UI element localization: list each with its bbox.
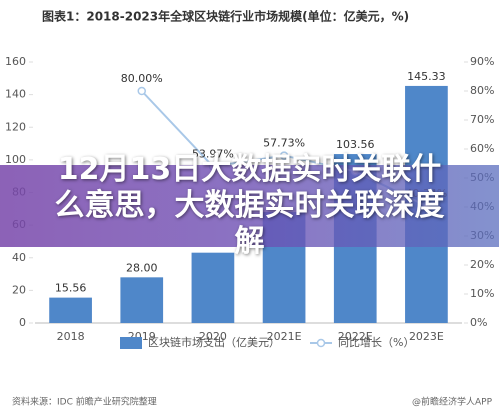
x-tick-label: 2018 xyxy=(57,330,85,343)
y2-tick-label: 60% xyxy=(470,142,494,155)
overlay-title: 12月13日大数据实时关联什么意思，大数据实时关联深度解 xyxy=(54,152,445,259)
y2-tick-label: 90% xyxy=(470,55,494,68)
y-tick-label: 160 xyxy=(5,55,26,68)
y-tick-label: 100 xyxy=(5,153,26,166)
bar xyxy=(120,277,164,323)
line-value-label: 57.73% xyxy=(263,137,305,150)
line-point xyxy=(137,86,146,96)
legend-swatch xyxy=(316,338,326,348)
y2-tick-label: 80% xyxy=(470,84,494,97)
bar xyxy=(191,252,235,323)
x-tick-label: 2020 xyxy=(199,330,227,343)
y2-tick-label: 10% xyxy=(470,287,494,300)
legend-label: 同比增长（%） xyxy=(338,335,414,349)
bar-value-label: 28.00 xyxy=(126,261,158,274)
bar xyxy=(49,297,92,323)
y2-tick-label: 70% xyxy=(470,113,494,126)
line-value-label: 80.00% xyxy=(121,72,163,85)
y-tick-label: 20 xyxy=(12,283,26,296)
bar-value-label: 145.33 xyxy=(407,70,446,83)
line-value-label: 53.97% xyxy=(192,147,234,160)
y-tick-label: 140 xyxy=(5,88,26,101)
bar-value-label: 103.56 xyxy=(336,138,375,151)
source: 资料来源：IDC 前瞻产业研究院整理 xyxy=(12,396,157,408)
y2-tick-label: 20% xyxy=(470,258,494,271)
bar-value-label: 15.56 xyxy=(55,282,87,295)
legend-swatch xyxy=(120,337,142,349)
watermark: @前瞻经济学人APP xyxy=(412,396,493,408)
x-tick-label: 2023E xyxy=(409,330,444,343)
y-tick-label: 0 xyxy=(19,316,26,329)
y2-tick-label: 0% xyxy=(470,316,487,329)
x-tick-label: 2022E xyxy=(338,330,373,343)
line-point xyxy=(279,151,289,160)
x-tick-label: 2021E xyxy=(267,330,302,343)
chart-title: 图表1：2018-2023年全球区块链行业市场规模(单位：亿美元，%) xyxy=(42,9,409,24)
y-tick-label: 40 xyxy=(12,251,26,264)
overlay-banner: 12月13日大数据实时关联什么意思，大数据实时关联深度解 xyxy=(0,152,499,259)
legend-label: 区块链市场支出（亿美元） xyxy=(148,335,280,349)
y-tick-label: 120 xyxy=(5,120,26,133)
